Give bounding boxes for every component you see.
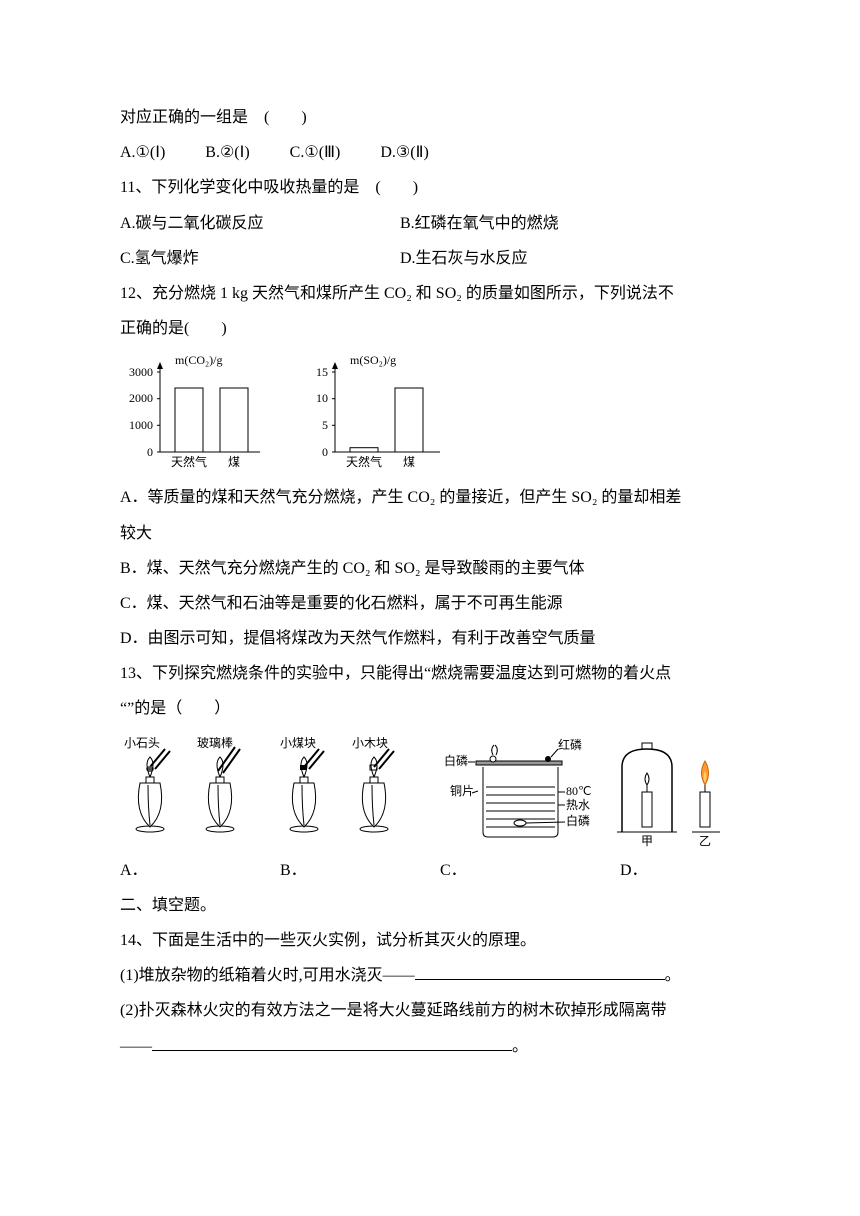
label-redP: 红磷 [558,737,582,752]
fig-a: 小石头 玻璃棒 [120,737,260,847]
q11-row1: A.碳与二氧化碳反应 B.红磷在氧气中的燃烧 [120,206,740,241]
chart-co2-cat-1: 煤 [228,455,240,469]
label-wood: 小木块 [352,737,388,750]
label-cu: 铜片 [450,783,474,798]
chart-so2-ytick-3: 15 [316,365,328,379]
blank-1[interactable] [415,963,665,981]
q14-p2-l2: —— 。 [120,1029,740,1064]
fig-b: 小煤块 小木块 [274,737,414,847]
chart-co2-cat-0: 天然气 [171,454,207,469]
label-whiteP-top: 白磷 [444,753,468,768]
label-whiteP-bot: 白磷 [566,813,590,828]
q10-opt-d: D.③(Ⅱ) [380,135,428,170]
chart-so2-ytick-1: 5 [322,418,328,432]
label-yi: 乙 [699,834,711,847]
chart-co2-ytick-3: 3000 [129,365,153,379]
q12-stem-l2: 正确的是( ) [120,311,740,346]
q10-opt-a: A.①(Ⅰ) [120,135,165,170]
chart-co2-ytick-1: 1000 [129,418,153,432]
label-coal: 小煤块 [280,737,316,750]
q14-p2-l1: (2)扑灭森林火灾的有效方法之一是将大火蔓延路线前方的树木砍掉形成隔离带 [120,993,740,1028]
q13-stem-l1: 13、下列探究燃烧条件的实验中，只能得出“燃烧需要温度达到可燃物的着火点 [120,656,740,691]
q13-stem-l2: “”的是（ ） [120,691,740,726]
q14-p1-text: (1)堆放杂物的纸箱着火时,可用水浇灭—— [120,967,415,984]
q12-opt-c: C．煤、天然气和石油等是重要的化石燃料，属于不可再生能源 [120,586,740,621]
q11-opt-b: B.红磷在氧气中的燃烧 [400,206,559,241]
chart-so2-ytick-0: 0 [322,445,328,459]
q12-stem-l1: 12、充分燃烧 1 kg 天然气和煤所产生 CO₂ 和 SO₂ 的质量如图所示，… [120,276,740,311]
q12-opt-b: B．煤、天然气充分燃烧产生的 CO₂ 和 SO₂ 是导致酸雨的主要气体 [120,551,740,586]
q14-stem: 14、下面是生活中的一些灭火实例，试分析其灭火的原理。 [120,923,740,958]
chart-co2: m(CO₂)/g 0 1000 2000 3000 天然气 煤 [120,352,270,472]
q10-opt-b: B.②(Ⅰ) [205,135,249,170]
chart-co2-ylabel: m(CO₂)/g [175,353,223,367]
q12-opt-a-l2: 较大 [120,516,740,551]
q10-stem: 对应正确的一组是 ( ) [120,100,740,135]
q11-row2: C.氢气爆炸 D.生石灰与水反应 [120,241,740,276]
section-2-title: 二、填空题。 [120,888,740,923]
chart-so2-cat-1: 煤 [403,455,415,469]
chart-so2-ytick-2: 10 [316,391,328,405]
label-hotwater: 热水 [566,798,590,812]
q11-opt-d: D.生石灰与水反应 [400,241,528,276]
blank-2[interactable] [152,1033,512,1051]
q13-opt-d: D． [620,853,720,888]
chart-co2-ytick-2: 2000 [129,391,153,405]
q14-p1-period: 。 [665,967,681,984]
label-stone: 小石头 [124,737,160,750]
label-jia: 甲 [641,834,653,847]
q12-charts: m(CO₂)/g 0 1000 2000 3000 天然气 煤 m(SO₂)/g [120,352,740,472]
q11-opt-c: C.氢气爆炸 [120,241,400,276]
q14-p1: (1)堆放杂物的纸箱着火时,可用水浇灭—— 。 [120,958,740,993]
q14-p2-dash: —— [120,1038,152,1055]
q13-options: A． B． C． D． [120,853,740,888]
fig-d: 甲 乙 [612,737,732,847]
q12-opt-d: D．由图示可知，提倡将煤改为天然气作燃料，有利于改善空气质量 [120,621,740,656]
chart-so2-ylabel: m(SO₂)/g [350,353,396,367]
q10-opt-c: C.①(Ⅲ) [290,135,341,170]
label-glass: 玻璃棒 [197,737,233,750]
q11-stem: 11、下列化学变化中吸收热量的是 ( ) [120,170,740,205]
chart-co2-ytick-0: 0 [147,445,153,459]
chart-so2: m(SO₂)/g 0 5 10 15 天然气 煤 [300,352,450,472]
q12-opt-a-l1: A．等质量的煤和天然气充分燃烧，产生 CO₂ 的量接近，但产生 SO₂ 的量却相… [120,480,740,515]
q10-options: A.①(Ⅰ) B.②(Ⅰ) C.①(Ⅲ) D.③(Ⅱ) [120,135,740,170]
fig-c: 红磷 白磷 铜片 80℃ 热水 白磷 [428,737,598,847]
q13-figures: 小石头 玻璃棒 [120,737,740,847]
q11-opt-a: A.碳与二氧化碳反应 [120,206,400,241]
label-temp: 80℃ [566,784,591,798]
chart-so2-cat-0: 天然气 [346,454,382,469]
q13-opt-a: A． [120,853,280,888]
q14-p2-period: 。 [512,1038,528,1055]
q13-opt-b: B． [280,853,440,888]
q13-opt-c: C． [440,853,620,888]
